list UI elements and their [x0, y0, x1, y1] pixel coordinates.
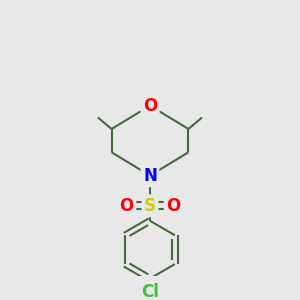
Text: N: N: [143, 167, 157, 184]
Text: S: S: [144, 197, 156, 215]
Text: Cl: Cl: [141, 283, 159, 300]
Text: O: O: [120, 197, 134, 215]
Text: O: O: [143, 97, 157, 115]
Text: O: O: [166, 197, 180, 215]
